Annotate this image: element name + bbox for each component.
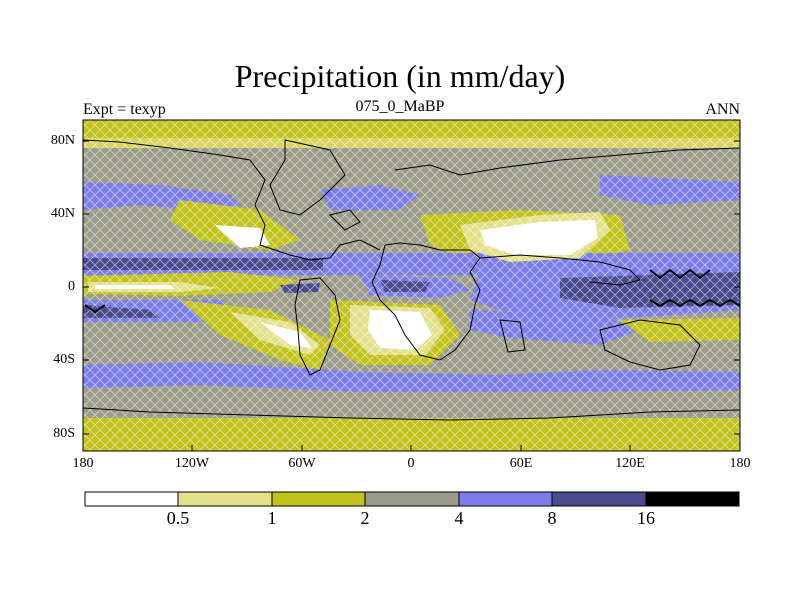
lat-tick-40n: 40N bbox=[50, 206, 75, 221]
experiment-label: Expt = texyp bbox=[83, 101, 166, 118]
lon-tick-180e: 180 bbox=[729, 456, 751, 471]
colorbar-label-4: 4 bbox=[454, 508, 464, 528]
precipitation-field bbox=[83, 120, 740, 451]
coastlines bbox=[83, 139, 740, 421]
colorbar-swatch-0 bbox=[84, 491, 179, 507]
lat-tick-0: 0 bbox=[68, 279, 75, 294]
colorbar-swatch-3 bbox=[364, 491, 460, 507]
colorbar-label-8: 8 bbox=[547, 508, 557, 528]
lon-tick-180w: 180 bbox=[72, 456, 94, 471]
colorbar-label-1: 1 bbox=[267, 508, 277, 528]
colorbar-swatch-6 bbox=[645, 491, 740, 507]
hatched-high-precip bbox=[84, 268, 740, 314]
period-label: 075_0_MaBP bbox=[355, 98, 445, 115]
lon-tick-120e: 120E bbox=[615, 456, 645, 471]
lon-tick-60w: 60W bbox=[288, 456, 316, 471]
colorbar-label-0-5: 0.5 bbox=[166, 508, 190, 528]
lat-tick-80s: 80S bbox=[53, 426, 75, 441]
colorbar-label-2: 2 bbox=[360, 508, 370, 528]
colorbar-swatch-2 bbox=[271, 491, 366, 507]
colorbar-label-16: 16 bbox=[637, 508, 655, 528]
colorbar bbox=[84, 491, 740, 507]
axis-ticks bbox=[83, 140, 740, 451]
colorbar-swatch-1 bbox=[177, 491, 273, 507]
lon-tick-60e: 60E bbox=[509, 456, 533, 471]
lat-tick-40s: 40S bbox=[53, 352, 75, 367]
season-label: ANN bbox=[705, 101, 740, 118]
lon-tick-0: 0 bbox=[407, 456, 415, 471]
colorbar-swatch-4 bbox=[458, 491, 553, 507]
lat-tick-80n: 80N bbox=[50, 133, 75, 148]
colorbar-swatch-5 bbox=[551, 491, 647, 507]
map-title: Precipitation (in mm/day) bbox=[234, 58, 566, 94]
lon-tick-120w: 120W bbox=[174, 456, 210, 471]
